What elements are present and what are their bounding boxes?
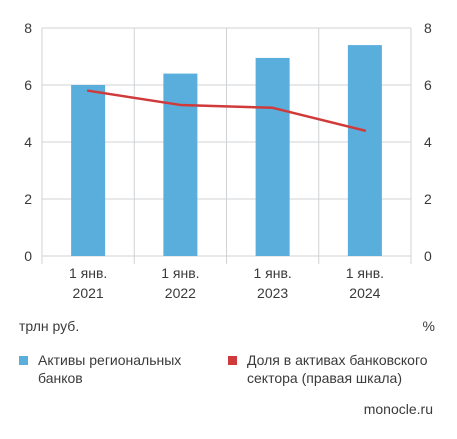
x-tick-label: 1 янв. 2021 xyxy=(69,265,107,301)
legend-label-bars: Активы региональных банков xyxy=(38,352,182,386)
bar xyxy=(347,45,382,256)
y-tick-label: 6 xyxy=(24,77,32,93)
x-tick-label: 1 янв. 2022 xyxy=(161,265,199,301)
right-axis-unit: % xyxy=(422,318,435,334)
y-tick-label: 4 xyxy=(24,134,32,150)
bar xyxy=(255,57,290,256)
combo-chart: 0 2 4 6 8 0 2 4 6 8 1 янв. 2021 1 янв. 2022 1 янв. 2023… xyxy=(24,20,432,301)
left-axis-unit: трлн руб. xyxy=(19,318,80,334)
legend-swatch-line xyxy=(228,356,237,365)
bar xyxy=(163,73,198,256)
y2-tick-label: 2 xyxy=(424,191,432,207)
series-line xyxy=(86,89,367,132)
x-tick-label: 1 янв. 2023 xyxy=(253,265,291,301)
y-tick-label: 8 xyxy=(24,20,32,36)
y2-tick-label: 4 xyxy=(424,134,432,150)
legend-swatch-bars xyxy=(19,356,28,365)
legend-item-line: Доля в активах банковского сектора (прав… xyxy=(228,351,443,387)
y2-tick-label: 6 xyxy=(424,77,432,93)
y-tick-label: 0 xyxy=(24,248,32,264)
y2-tick-label: 8 xyxy=(424,20,432,36)
y2-tick-label: 0 xyxy=(424,248,432,264)
legend-label-line: Доля в активах банковского сектора (прав… xyxy=(247,352,428,386)
source-label: monocle.ru xyxy=(363,401,433,417)
legend-item-bars: Активы региональных банков xyxy=(19,351,209,387)
x-tick-label: 1 янв. 2024 xyxy=(346,265,384,301)
y-tick-label: 2 xyxy=(24,191,32,207)
bar xyxy=(71,85,106,256)
